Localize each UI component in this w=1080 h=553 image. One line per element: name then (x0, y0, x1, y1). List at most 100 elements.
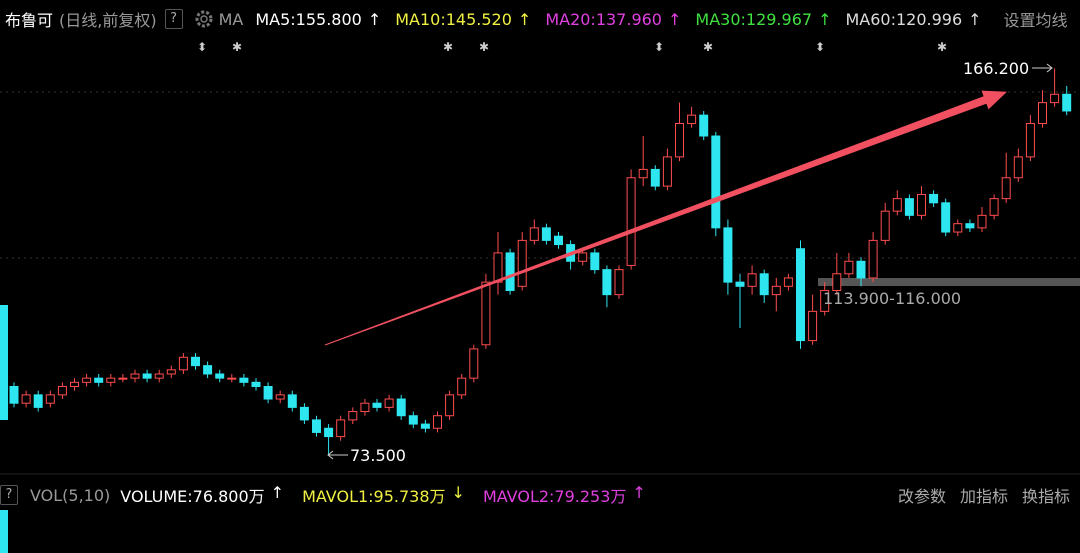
candle-body (348, 411, 358, 421)
candle-body (892, 198, 902, 212)
legend-value: MA10:145.520 (395, 9, 512, 29)
candle-body (336, 419, 346, 438)
candle-body (505, 252, 515, 291)
stock-name: 布鲁可 (5, 11, 54, 30)
candle-body (953, 223, 963, 233)
candle-body (1038, 102, 1047, 124)
candle-body (1025, 122, 1035, 158)
candle-body (868, 239, 878, 279)
candle-body (578, 252, 588, 262)
candle-body (360, 402, 370, 413)
candle-body (445, 394, 455, 417)
candle-body (33, 394, 43, 408)
candle-body (517, 239, 527, 287)
candle-body (687, 114, 697, 124)
legend-value: MAVOL2:79.253万 (482, 487, 627, 506)
candle-body (118, 377, 128, 380)
candle-body (239, 377, 249, 383)
candle-body (723, 227, 733, 283)
candle-body (929, 193, 939, 204)
volume-bar (0, 510, 8, 553)
trend-arrow: ↑ (968, 9, 982, 29)
legend-value: MA60:120.996 (845, 9, 963, 29)
candle-body (287, 394, 297, 408)
candle-body (735, 281, 745, 287)
candle-body (1050, 93, 1060, 104)
marker: ✱ (232, 40, 242, 54)
candle-body (759, 273, 769, 296)
candle-body (783, 277, 793, 287)
gear-icon[interactable] (193, 8, 215, 30)
candle-body (433, 415, 442, 429)
candle-body (977, 214, 987, 229)
candle-body (154, 373, 164, 379)
low-label: 73.500 (350, 446, 406, 465)
candle-body (989, 198, 999, 216)
high-label: 166.200 (963, 59, 1029, 78)
candle-body (529, 227, 539, 241)
candle-body (808, 310, 818, 342)
ma-legend: MA5:155.800 ↑ MA10:145.520 ↑ MA20:137.960 ↑ MA… (255, 10, 995, 29)
candle-body (420, 423, 430, 429)
help-button[interactable]: ? (0, 485, 18, 505)
candle-body (82, 377, 92, 383)
vol-legend: VOLUME:76.800万 ↑ MAVOL1:95.738万 ↓ MAVOL2:79.… (120, 483, 664, 507)
marker: ✱ (479, 40, 489, 54)
legend-value: MAVOL1:95.738万 (302, 487, 446, 506)
marker: ✱ (937, 40, 947, 54)
marker: ✱ (443, 40, 453, 54)
candle-body (166, 369, 176, 375)
candle-body (251, 381, 261, 388)
candle-body (142, 373, 152, 379)
candle-body (481, 281, 491, 346)
candle-body (844, 260, 854, 275)
event-markers: ⬍ ✱ ✱ ✱ ⬍ ✱ ⬍ ✱ (197, 40, 947, 54)
candle-body (965, 223, 975, 229)
period: (日线,前复权) (59, 11, 157, 30)
toolbar: 改参数 加指标 换指标 (898, 483, 1070, 507)
trend-arrow (324, 90, 1007, 346)
trend-arrow: ↓ (451, 483, 465, 502)
marker: ⬍ (654, 40, 664, 54)
trend-arrow: ↑ (632, 483, 646, 502)
settings-button[interactable]: 设置均线 (1003, 11, 1068, 30)
candle-body (699, 114, 709, 137)
indicator: MA (218, 9, 244, 29)
marker: ✱ (703, 40, 713, 54)
toolbar-button[interactable]: 换指标 (1021, 487, 1070, 506)
toolbar-button[interactable]: 加指标 (959, 487, 1008, 506)
candle-body (457, 377, 467, 396)
candle-body (796, 248, 805, 342)
help-button[interactable]: ? (164, 9, 183, 29)
candle-body (9, 386, 19, 404)
marker: ⬍ (197, 40, 207, 54)
candle-body (396, 398, 406, 417)
candle-body (820, 289, 830, 312)
candle-body (554, 235, 563, 246)
partial-candle (0, 305, 8, 420)
candle-body (941, 202, 951, 233)
candle-body (541, 227, 551, 241)
candle-body (675, 122, 684, 158)
candle-body (191, 356, 200, 367)
candle-body (203, 365, 213, 375)
candle-body (178, 356, 188, 371)
candle-body (372, 402, 382, 408)
candle-body (94, 377, 104, 383)
candle-body (832, 273, 842, 291)
candle-body (130, 373, 140, 379)
candle-body (324, 427, 334, 438)
trend-arrow: ↑ (367, 9, 382, 29)
candle-body (650, 168, 660, 187)
legend-value: MA20:137.960 (545, 9, 662, 29)
candle-body (70, 381, 79, 388)
candle-body (227, 377, 237, 380)
toolbar-button[interactable]: 改参数 (897, 487, 946, 506)
candle-body (626, 177, 636, 266)
candle-body (263, 386, 273, 400)
candle-body (21, 394, 31, 404)
pointer-arrow (1032, 63, 1053, 73)
pointer-arrow (327, 450, 348, 460)
